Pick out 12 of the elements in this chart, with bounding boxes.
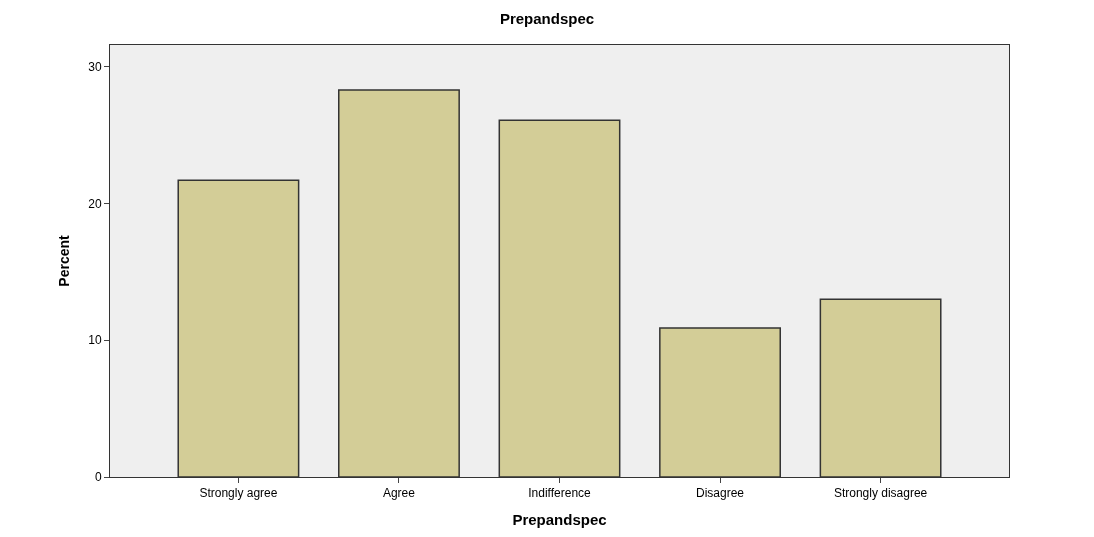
x-tick-label: Indifference <box>528 486 592 501</box>
chart-title: Prepandspec <box>499 9 595 27</box>
x-tick-label: Strongly agree <box>199 486 278 501</box>
y-tick-label: 0 <box>94 470 102 485</box>
x-tick-label: Agree <box>382 486 416 501</box>
y-axis-title: Percent <box>55 234 72 287</box>
y-tick-label: 20 <box>88 196 102 211</box>
y-tick-label: 10 <box>88 333 102 348</box>
x-tick-label: Strongly disagree <box>833 486 928 501</box>
x-axis-title: Prepandspec <box>512 511 607 529</box>
y-tick-label: 30 <box>88 60 102 75</box>
x-tick-label: Disagree <box>696 486 745 501</box>
